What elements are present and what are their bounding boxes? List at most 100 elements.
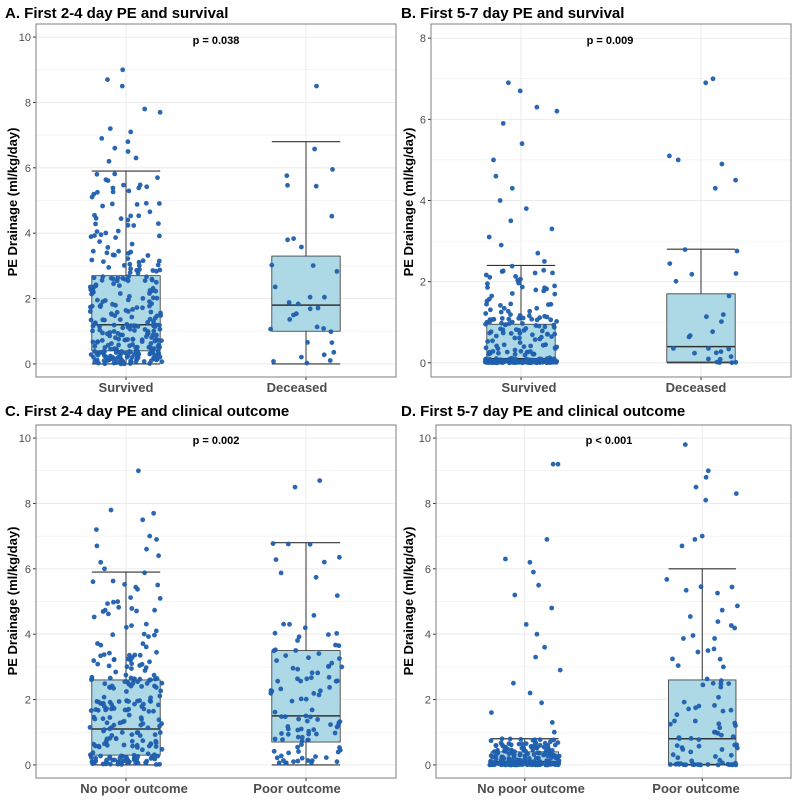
data-point [126,712,132,718]
data-point [510,357,516,363]
data-point [121,742,127,748]
data-point [129,666,134,671]
data-point [304,676,310,682]
data-point [117,283,122,288]
plot-area: 0 2 4 6 8 [420,23,792,380]
y-tick-label: 4 [25,629,31,641]
data-point [705,468,711,474]
data-point [136,351,142,357]
data-point [142,327,148,332]
data-point [523,622,529,627]
data-point [125,139,131,145]
data-point [90,339,96,345]
data-point [728,354,734,359]
data-point [517,340,523,345]
data-point [144,546,149,552]
data-point [145,725,151,731]
data-point [128,595,134,600]
data-point [119,730,125,735]
data-point [89,755,94,760]
data-point [152,683,157,689]
data-point [278,753,284,759]
data-point [493,743,499,748]
data-point [692,537,698,542]
data-point [511,752,517,758]
data-point [725,761,731,767]
data-point [292,484,298,490]
y-tick-label: 4 [425,629,431,641]
data-point [533,755,539,761]
data-point [499,736,505,742]
data-point [307,306,313,312]
data-point [501,305,507,311]
data-point [140,738,146,744]
data-point [97,350,103,355]
data-point [111,329,117,334]
data-point [717,725,723,731]
data-point [92,283,98,289]
y-tick-label: 8 [25,498,31,510]
y-tick-label: 6 [425,564,431,576]
data-point [142,570,148,576]
data-point [108,275,114,281]
data-point [327,358,333,363]
data-point [716,694,721,700]
data-point [107,756,112,761]
data-point [489,293,495,299]
data-point [305,758,311,763]
data-point [89,677,94,683]
data-point [108,507,114,513]
data-point [270,541,276,546]
data-point [706,356,711,362]
data-point [92,233,97,239]
plot-frame [435,424,792,779]
p-value: p = 0.002 [193,435,240,447]
data-point [682,247,688,253]
data-point [509,291,515,296]
data-point [692,718,698,724]
data-point [329,660,335,666]
data-point [96,744,102,750]
data-point [535,750,541,756]
data-point [115,599,121,604]
data-point [505,308,511,314]
y-axis-label: PE Drainage (ml/kg/day) [5,128,20,277]
data-point [512,347,518,353]
data-point [106,611,111,617]
data-point [545,753,550,759]
data-point [159,721,165,727]
data-point [156,221,161,227]
data-point [717,356,723,362]
data-point [134,344,140,350]
data-point [106,158,112,164]
data-point [118,216,124,222]
data-point [151,510,157,516]
panel-title: A. First 2-4 day PE and survival [5,5,228,22]
data-point [540,342,546,348]
data-point [714,359,720,365]
data-point [687,614,693,619]
data-point [145,751,151,757]
data-point [539,328,545,334]
data-point [313,574,319,580]
data-point [532,740,538,745]
data-point [112,145,118,151]
data-point [140,258,146,264]
data-point [720,708,726,714]
data-point [141,631,147,637]
data-point [154,537,159,542]
data-point [483,345,489,351]
data-point [115,228,121,234]
data-point [274,755,280,761]
y-tick-label: 0 [425,760,431,772]
data-point [493,333,499,339]
data-point [136,468,141,474]
data-point [94,527,99,532]
data-point [284,173,290,179]
data-point [154,676,160,681]
data-point [313,754,318,759]
data-point [92,343,98,349]
data-point [145,330,151,336]
data-point [503,762,509,767]
data-point [88,317,94,323]
